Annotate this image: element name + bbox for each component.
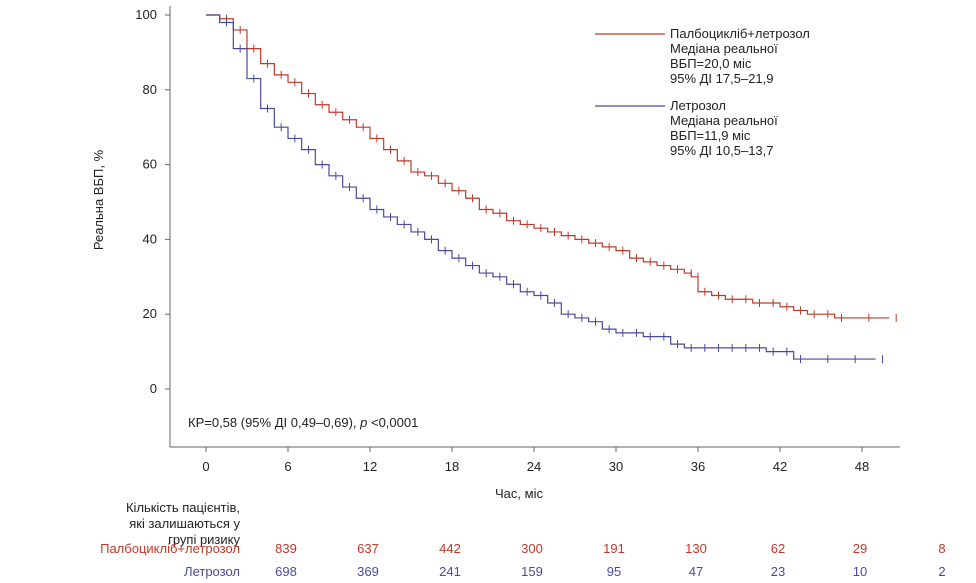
risk-value: 300 [521,541,543,556]
y-tick-label: 40 [143,231,157,246]
annotation-part: <0,0001 [367,415,418,430]
risk-title-line1: Кількість пацієнтів, [125,500,240,515]
risk-value: 159 [521,564,543,579]
risk-value: 698 [275,564,297,579]
y-tick-label: 20 [143,306,157,321]
x-axis-label: Час, міс [495,486,543,501]
series-layer [206,14,897,364]
legend-text-0: Палбоцикліб+летрозол [670,26,810,41]
x-tick-label: 18 [445,459,459,474]
hazard-ratio-annotation: КР=0,58 (95% ДІ 0,49–0,69), p <0,0001 [188,415,418,430]
risk-value: 2 [938,564,946,579]
risk-value: 95 [606,564,622,579]
risk-title-line2: які залишаються у групі ризику [129,516,240,547]
risk-value: 29 [852,541,868,556]
risk-value: 47 [688,564,704,579]
x-tick-label: 24 [527,459,541,474]
axes: 0 20 40 60 80 100 0 6 12 18 24 30 36 42 48 [135,6,900,474]
legend-text-1: Летрозол [670,98,726,113]
risk-value: 10 [852,564,868,579]
y-tick-label: 100 [135,7,157,22]
legend-text-1: 95% ДІ 10,5–13,7 [670,143,774,158]
risk-row-label: Летрозол [184,564,240,579]
y-tick-label: 60 [143,157,157,172]
risk-value: 191 [603,541,625,556]
y-tick-label: 0 [150,381,157,396]
series-line-0 [206,14,890,319]
x-tick-label: 12 [363,459,377,474]
risk-row-label: Палбоцикліб+летрозол [100,541,240,556]
series-line-1 [206,14,876,360]
legend-text-0: Медіана реальної [670,41,778,56]
x-tick-label: 30 [609,459,623,474]
x-tick-label: 6 [284,459,291,474]
risk-value: 130 [685,541,707,556]
risk-value: 8 [938,541,946,556]
risk-value: 369 [357,564,379,579]
legend-text-0: ВБП=20,0 міс [670,56,752,71]
risk-value: 241 [439,564,461,579]
risk-value: 839 [275,541,297,556]
legend-text-0: 95% ДІ 17,5–21,9 [670,71,774,86]
risk-value: 637 [357,541,379,556]
y-tick-label: 80 [143,82,157,97]
annotation-p: p [359,415,367,430]
risk-value: 62 [770,541,786,556]
legend-text-1: Медіана реальної [670,113,778,128]
risk-value: 442 [439,541,461,556]
legend-text-1: ВБП=11,9 міс [670,128,751,143]
annotation-part: КР=0,58 (95% ДІ 0,49–0,69), [188,415,360,430]
x-tick-label: 48 [855,459,869,474]
x-tick-label: 42 [773,459,787,474]
risk-value: 23 [770,564,786,579]
y-axis-label: Реальна ВБП, % [91,149,106,250]
risk-table-title: Кількість пацієнтів, які залишаються у г… [110,500,240,548]
x-tick-label: 36 [691,459,705,474]
x-tick-label: 0 [202,459,209,474]
